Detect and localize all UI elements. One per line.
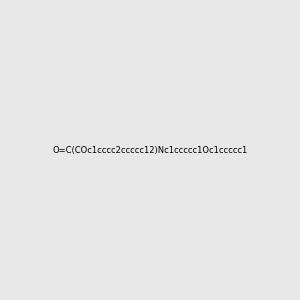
- Text: O=C(COc1cccc2ccccc12)Nc1ccccc1Oc1ccccc1: O=C(COc1cccc2ccccc12)Nc1ccccc1Oc1ccccc1: [52, 146, 247, 154]
